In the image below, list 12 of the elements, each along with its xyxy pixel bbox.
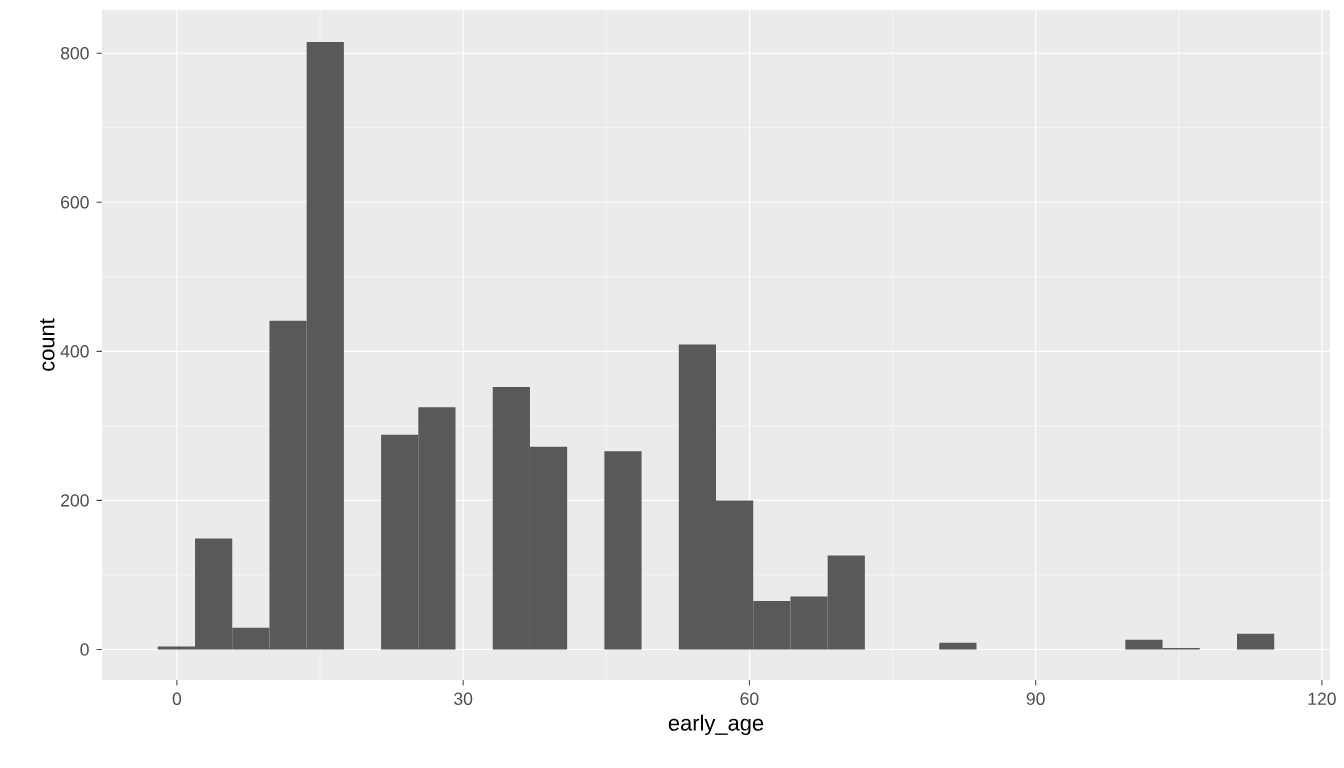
x-tick-label: 120 <box>1308 692 1336 705</box>
x-tick-label: 90 <box>1026 692 1045 705</box>
y-tick-label: 600 <box>61 196 89 209</box>
x-tick-label: 60 <box>740 692 759 705</box>
y-tick-label: 0 <box>80 643 89 656</box>
x-axis-title: early_age <box>668 714 764 736</box>
x-tick-label: 0 <box>172 692 182 705</box>
y-tick-label: 400 <box>60 345 89 358</box>
y-tick-label: 200 <box>61 494 89 507</box>
y-tick-label: 800 <box>60 47 89 60</box>
y-axis-title: count <box>40 318 55 371</box>
x-tick-label: 30 <box>454 692 473 705</box>
